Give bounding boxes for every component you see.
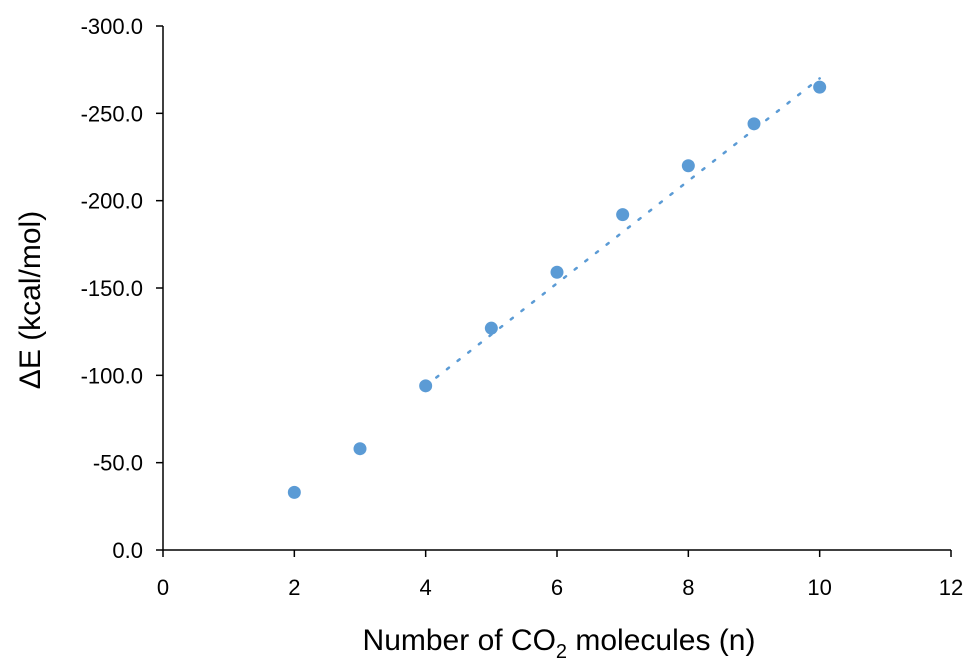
y-tick-label: -250.0 [81,101,143,126]
data-points [287,80,827,499]
data-point [353,442,367,456]
trendline-line [424,77,821,388]
trendline [424,77,821,388]
y-tick-label: 0.0 [112,538,143,563]
x-tick-label: 0 [157,575,169,600]
x-axis-title-subscript: 2 [556,641,567,663]
x-tick-label: 6 [551,575,563,600]
x-tick-label: 8 [682,575,694,600]
y-tick-label: -100.0 [81,363,143,388]
x-tick-label: 10 [807,575,831,600]
data-point [616,208,630,222]
y-tick-label: -200.0 [81,189,143,214]
data-point [813,80,827,94]
data-point [419,379,433,393]
y-tick-label: -300.0 [81,14,143,39]
data-point [484,321,498,335]
y-axis-ticks: 0.0 -50.0 -100.0 -150.0 -200.0 -250.0 -300.0 [81,14,163,563]
x-axis-ticks: 0 2 4 6 8 10 12 [157,550,963,600]
y-tick-label: -50.0 [93,451,143,476]
x-tick-label: 12 [939,575,963,600]
data-point [550,265,564,279]
x-tick-label: 4 [420,575,432,600]
x-axis-title: Number of CO2 molecules (n) [363,624,756,663]
x-axis-title-main: Number of CO [363,624,556,657]
x-axis-title-suffix: molecules (n) [567,624,755,657]
x-tick-label: 2 [288,575,300,600]
data-point [747,117,761,131]
y-tick-label: -150.0 [81,276,143,301]
data-point [681,159,695,173]
data-point [287,485,301,499]
y-axis-title: ΔE (kcal/mol) [14,211,47,389]
